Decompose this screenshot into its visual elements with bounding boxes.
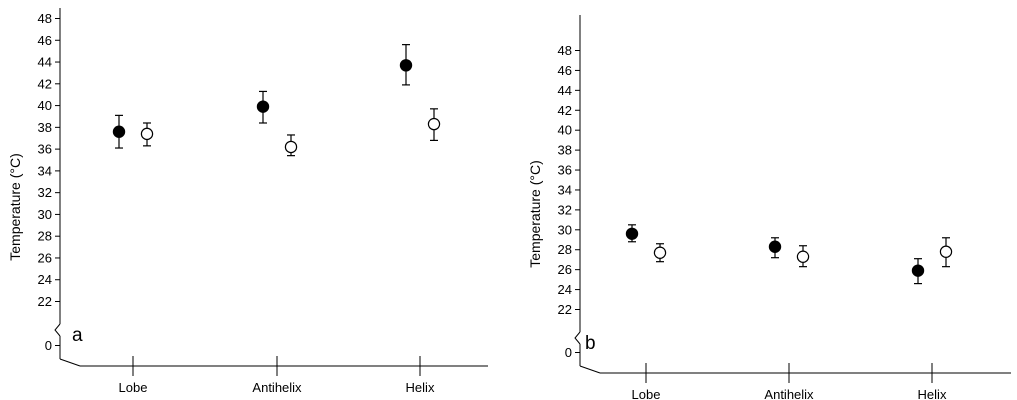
x-tick-label: Helix: [406, 380, 435, 395]
y-axis-title: Temperature (°C): [527, 160, 543, 268]
x-tick-label: Lobe: [632, 387, 661, 400]
x-tick-label: Antihelix: [764, 387, 814, 400]
y-tick-label: 46: [38, 33, 52, 48]
open-point: [284, 140, 298, 154]
x-tick-label: Lobe: [119, 380, 148, 395]
y-tick-label: 34: [558, 182, 572, 197]
filled-point: [911, 264, 925, 277]
y-tick-label: 24: [558, 282, 572, 297]
y-tick-label: 32: [558, 202, 572, 217]
y-tick-label: 28: [38, 229, 52, 244]
axis-corner-line: [59, 358, 81, 367]
y-axis-break: [54, 323, 61, 337]
y-tick-label: 34: [38, 163, 52, 178]
y-tick-label: 46: [558, 63, 572, 78]
filled-point: [256, 100, 270, 113]
y-tick-label-zero: 0: [45, 338, 52, 353]
y-tick-label: 42: [38, 76, 52, 91]
chart-panel-a: 22 24 26 28 30 32 34 36 38 40 42 44 46 48 0 Temperature…: [7, 8, 488, 395]
y-axis-break: [574, 331, 581, 345]
open-point: [796, 250, 810, 263]
y-tick-label: 42: [558, 103, 572, 118]
y-axis-title: Temperature (°C): [7, 153, 23, 261]
y-tick-label: 48: [558, 43, 572, 58]
y-tick-label: 26: [558, 262, 572, 277]
y-tick-label: 24: [38, 272, 52, 287]
panel-letter: a: [72, 325, 83, 346]
y-tick-label: 30: [558, 222, 572, 237]
y-tick-label: 40: [558, 123, 572, 138]
y-tick-label: 44: [38, 55, 52, 70]
filled-point: [768, 240, 782, 253]
filled-point: [399, 59, 413, 72]
axis-corner-line: [579, 365, 601, 374]
y-tick-label: 38: [38, 120, 52, 135]
y-tick-label: 26: [38, 250, 52, 265]
y-tick-label: 32: [38, 185, 52, 200]
y-tick-label: 28: [558, 242, 572, 257]
filled-point: [112, 125, 126, 138]
x-tick-label: Helix: [918, 387, 947, 400]
y-tick-label: 48: [38, 11, 52, 26]
y-tick-label-zero: 0: [565, 345, 572, 360]
open-point: [427, 117, 441, 131]
filled-point: [625, 227, 639, 240]
open-point: [939, 245, 953, 258]
y-tick-label: 38: [558, 143, 572, 158]
y-tick-label: 22: [38, 294, 52, 309]
y-tick-label: 36: [38, 142, 52, 157]
y-tick-label: 36: [558, 163, 572, 178]
x-tick-label: Antihelix: [252, 380, 302, 395]
y-tick-label: 44: [558, 83, 572, 98]
y-tick-label: 40: [38, 98, 52, 113]
y-tick-label: 22: [558, 302, 572, 317]
open-point: [140, 127, 154, 141]
panel-letter: b: [585, 333, 596, 354]
chart-panel-b: 22 24 26 28 30 32 34 36 38 40 42 44 46 48 0 Temperature…: [527, 15, 1011, 400]
open-point: [653, 246, 667, 259]
y-tick-label: 30: [38, 207, 52, 222]
